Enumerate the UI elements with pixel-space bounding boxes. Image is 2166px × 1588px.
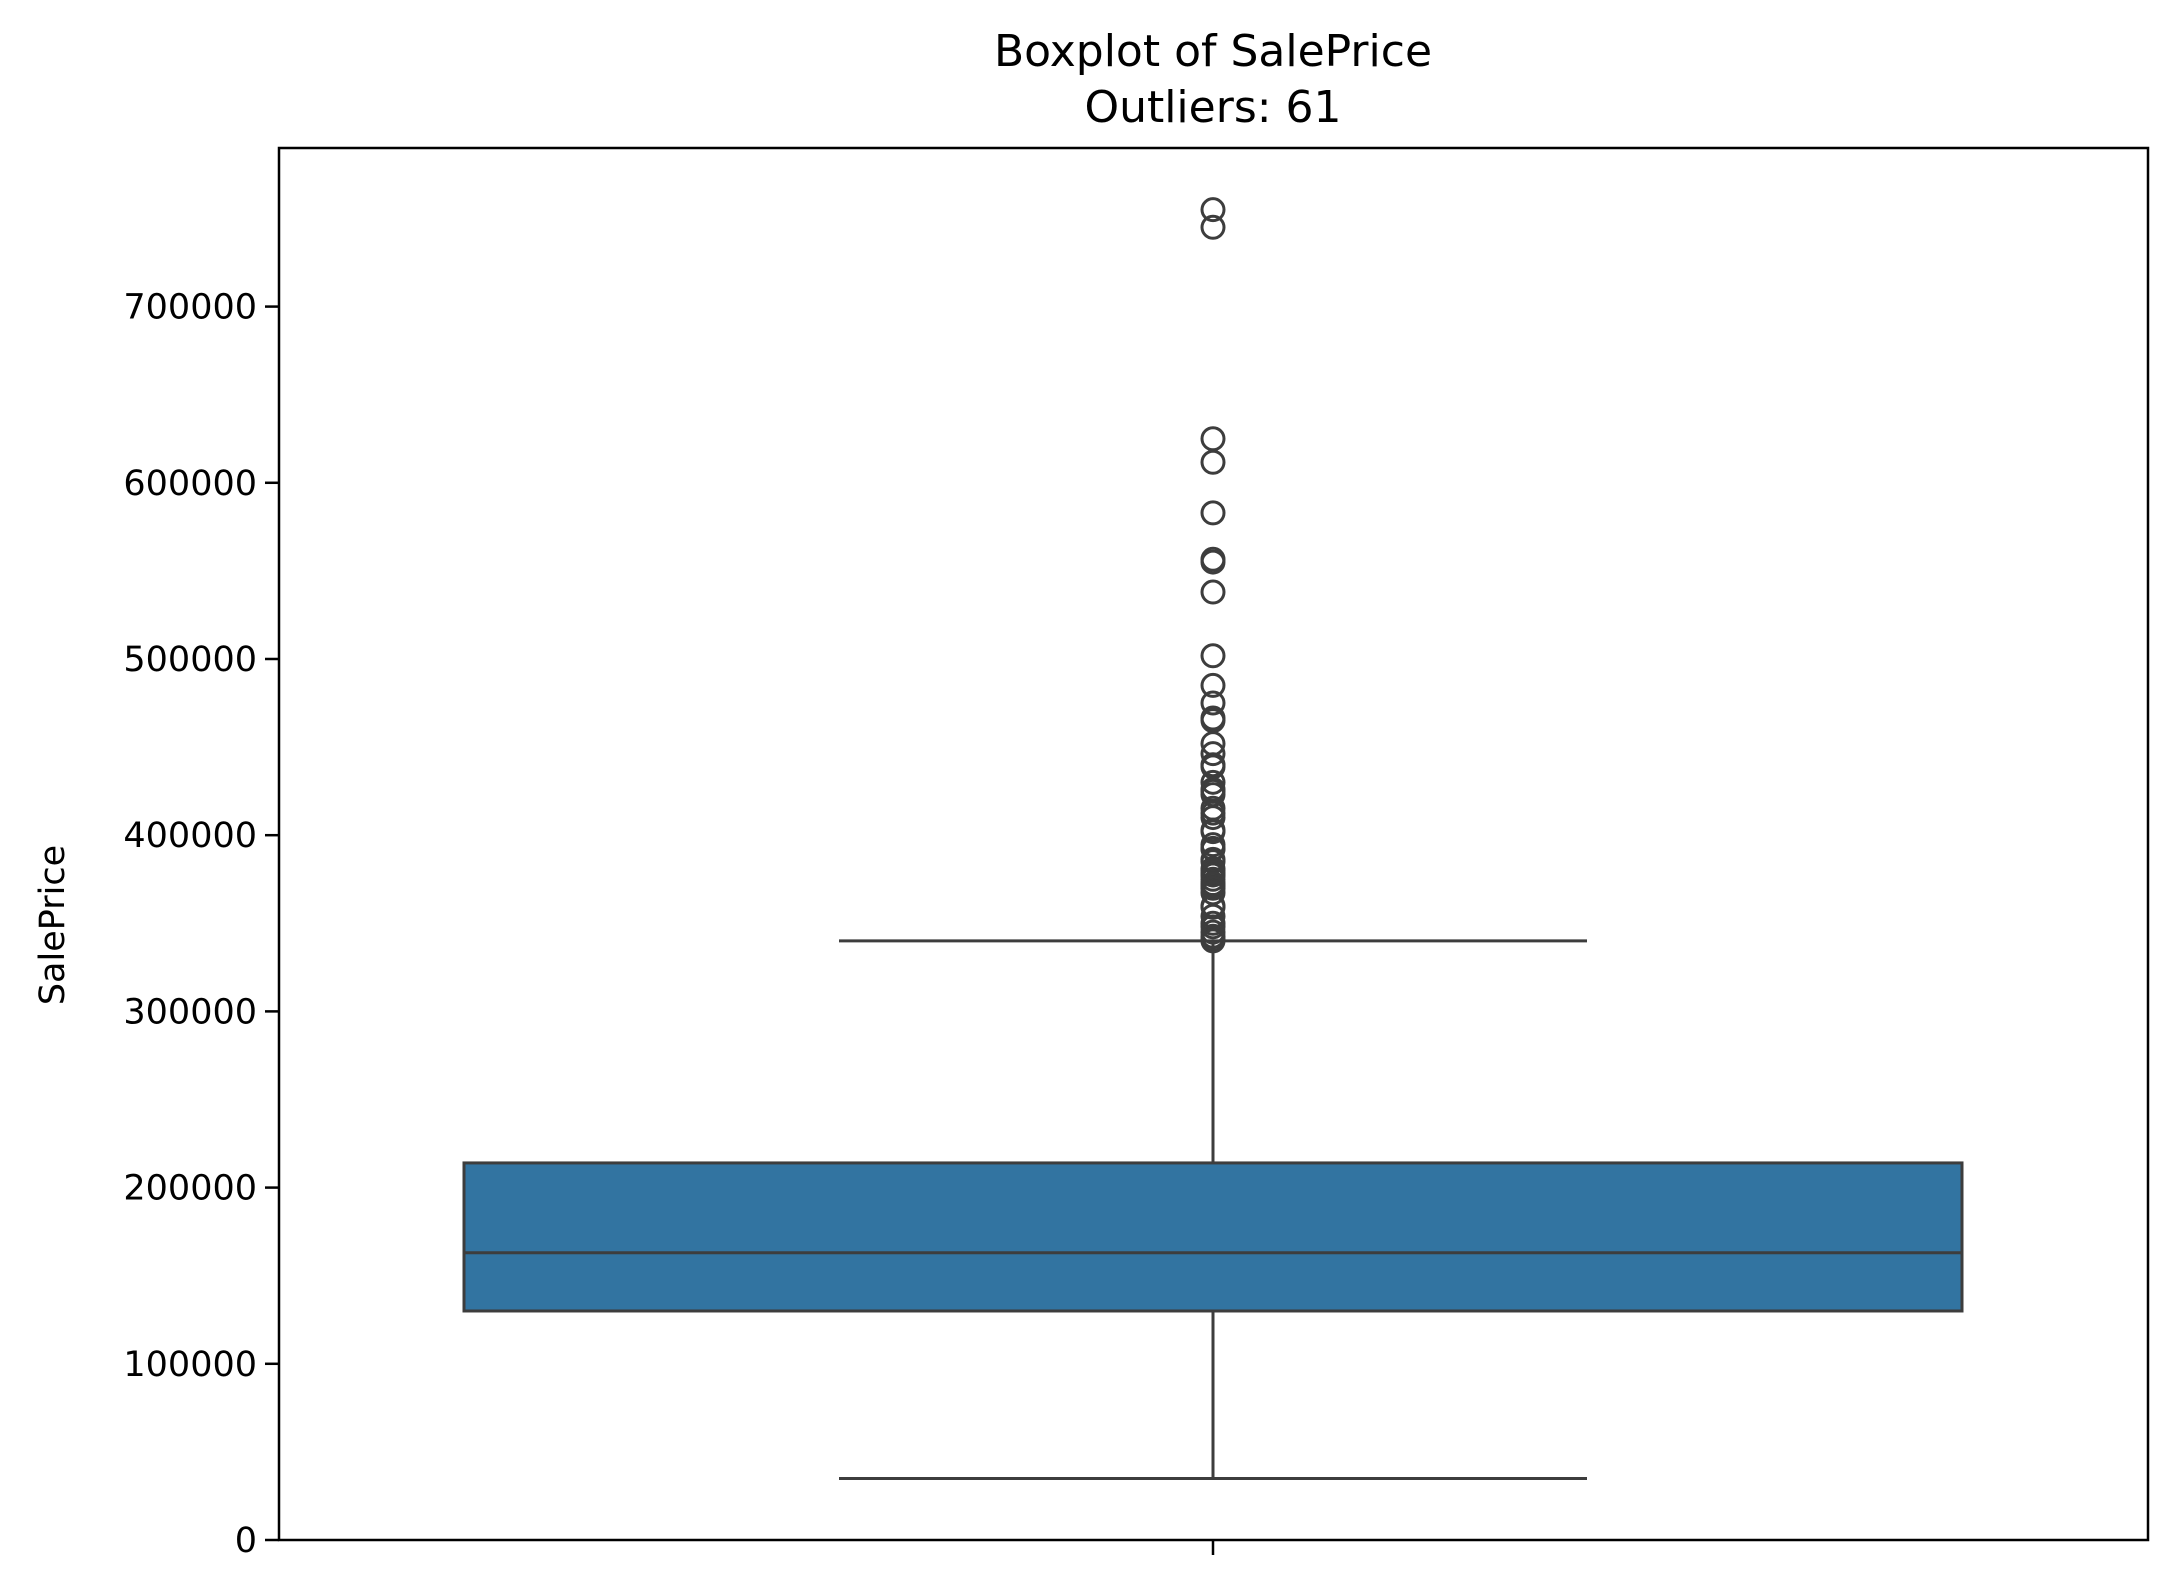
y-axis-label: SalePrice [33,845,73,1005]
outlier-point [1200,197,1226,223]
plot-area [462,197,1964,1481]
chart-subtitle: Outliers: 61 [1084,82,1341,133]
outlier-point [1200,741,1226,767]
outlier-point [1200,579,1226,605]
outlier-point [1200,928,1226,954]
chart-title: Boxplot of SalePrice [994,26,1432,77]
outlier-point [1200,214,1226,240]
y-tick-label: 700000 [123,288,257,328]
outlier-point [1200,769,1226,795]
y-tick-label: 400000 [123,816,257,856]
y-tick-label: 0 [235,1521,257,1561]
iqr-box [462,1161,1964,1313]
y-axis: 0 100000 200000 300000 400000 500000 600000 700… [123,288,279,1561]
y-tick-label: 200000 [123,1169,257,1209]
outlier-point [1200,690,1226,716]
outlier-point [1200,549,1226,575]
outlier-point [1200,819,1226,845]
outlier-point [1200,500,1226,526]
outlier-point [1200,805,1226,831]
outlier-point [1200,894,1226,920]
outlier-point [1200,672,1226,698]
y-tick-label: 600000 [123,464,257,504]
y-tick-label: 500000 [123,640,257,680]
outlier-point [1200,426,1226,452]
y-tick-label: 100000 [123,1345,257,1385]
y-tick-label: 300000 [123,992,257,1032]
outlier-point [1200,643,1226,669]
outlier-point [1200,449,1226,475]
